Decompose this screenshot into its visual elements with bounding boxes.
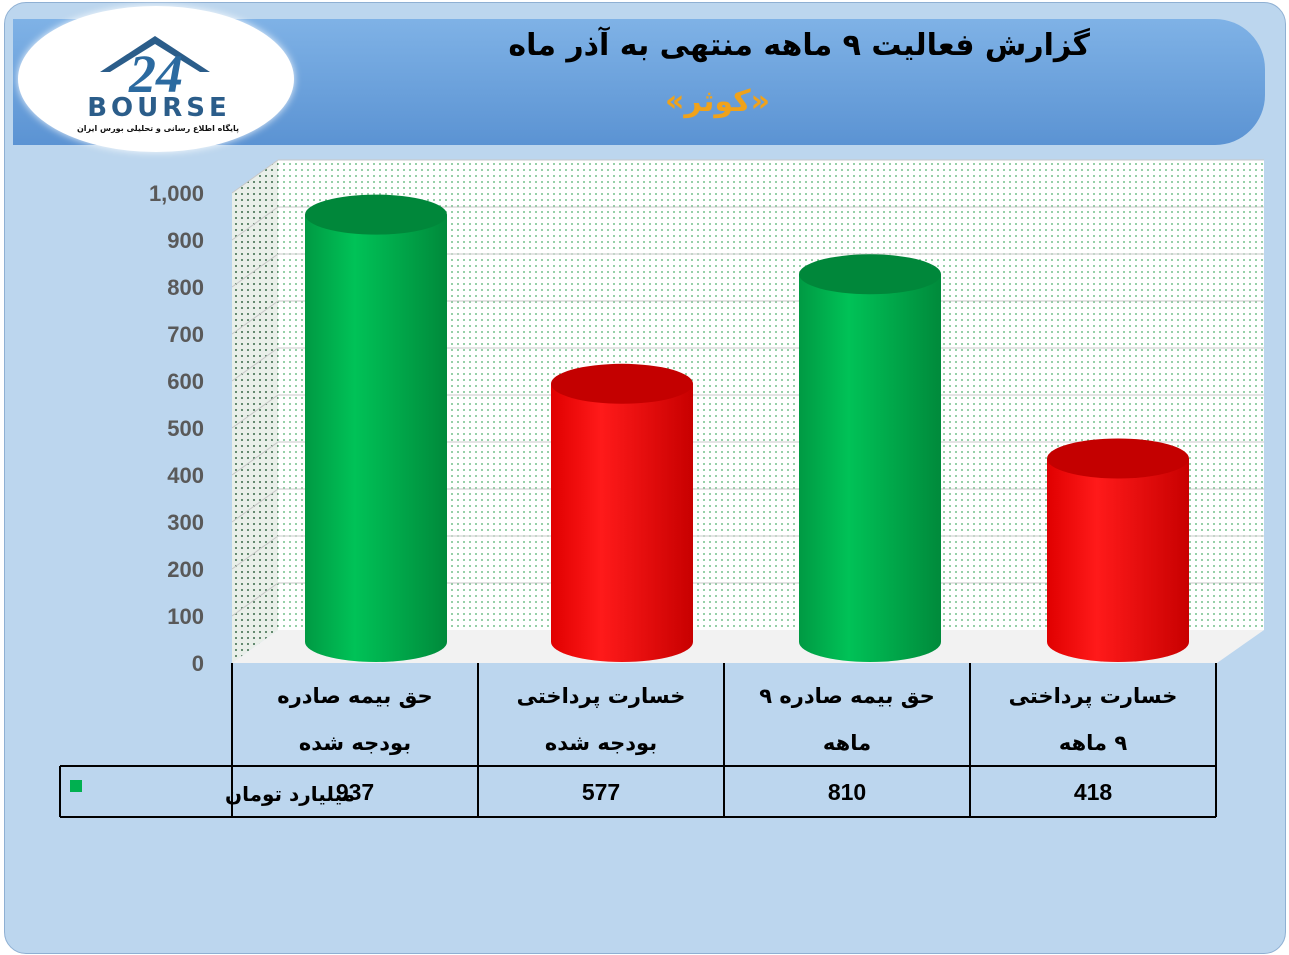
logo-tagline: پایگاه اطلاع رسانی و تحلیلی بورس ایران bbox=[76, 124, 240, 133]
x-tick-label: حق بیمه صادره bbox=[277, 684, 432, 708]
page-title: گزارش فعالیت ۹ ماهه منتهی به آذر ماه bbox=[508, 28, 1090, 63]
legend-label: میلیارد تومان bbox=[225, 782, 355, 806]
page-subtitle: «کوثر» bbox=[665, 84, 770, 119]
logo-mark-icon: 24 bbox=[100, 36, 210, 104]
gridline-side bbox=[231, 582, 279, 617]
logo-wordmark: BOURSE bbox=[87, 93, 231, 123]
bar-body bbox=[551, 383, 693, 662]
y-tick-label: 1,000 bbox=[149, 181, 204, 206]
bar-top bbox=[1047, 438, 1189, 479]
gridline-side bbox=[231, 206, 279, 241]
y-tick-label: 200 bbox=[167, 557, 204, 582]
data-label: 418 bbox=[1074, 779, 1113, 805]
x-tick-label: ۹ ماهه bbox=[1059, 731, 1128, 755]
y-tick-label: 600 bbox=[167, 369, 204, 394]
gridline-side bbox=[231, 394, 279, 429]
y-tick-label: 900 bbox=[167, 228, 204, 253]
data-label: 937 bbox=[336, 779, 374, 805]
bar bbox=[799, 254, 941, 662]
y-tick-label: 0 bbox=[192, 651, 204, 676]
bar-body bbox=[1047, 458, 1189, 662]
data-label: 577 bbox=[582, 779, 620, 805]
gridline-side bbox=[231, 441, 279, 476]
x-tick-label: بودجه شده bbox=[299, 731, 411, 755]
x-tick-label: بودجه شده bbox=[545, 731, 657, 755]
gridline-side bbox=[231, 535, 279, 570]
data-label: 810 bbox=[828, 779, 866, 805]
bar bbox=[305, 194, 447, 663]
bar-top bbox=[305, 194, 447, 235]
data-table: حق بیمه صادره بودجه شده 937 خسارت پرداختی بو… bbox=[59, 663, 1217, 818]
gridline-side bbox=[231, 488, 279, 523]
floor bbox=[232, 630, 1264, 663]
x-tick-label: ماهه bbox=[823, 731, 871, 755]
logo-background bbox=[18, 6, 294, 152]
x-tick-label: خسارت پرداختی bbox=[517, 684, 686, 708]
x-tick-label: حق بیمه صادره ۹ bbox=[759, 684, 935, 708]
y-tick-label: 400 bbox=[167, 463, 204, 488]
gridline-side bbox=[231, 347, 279, 382]
legend-swatch bbox=[70, 780, 82, 792]
bar bbox=[1047, 438, 1189, 662]
y-tick-label: 700 bbox=[167, 322, 204, 347]
bars bbox=[305, 194, 1189, 663]
gridline-side bbox=[231, 159, 279, 194]
y-tick-label: 800 bbox=[167, 275, 204, 300]
y-tick-label: 500 bbox=[167, 416, 204, 441]
y-tick-label: 100 bbox=[167, 604, 204, 629]
bar bbox=[551, 363, 693, 662]
bar-top bbox=[799, 254, 941, 295]
bar-body bbox=[305, 214, 447, 663]
bourse24-logo: 24 BOURSE bbox=[87, 36, 231, 123]
gridline-side bbox=[231, 253, 279, 288]
logo-number: 24 bbox=[128, 44, 183, 104]
y-tick-label: 300 bbox=[167, 510, 204, 535]
gridline-side bbox=[231, 300, 279, 335]
bar-top bbox=[551, 363, 693, 404]
y-axis: 0 100 200 300 400 500 600 700 800 900 1,000 bbox=[149, 181, 204, 676]
x-tick-label: خسارت پرداختی bbox=[1009, 684, 1178, 708]
bar-body bbox=[799, 274, 941, 662]
